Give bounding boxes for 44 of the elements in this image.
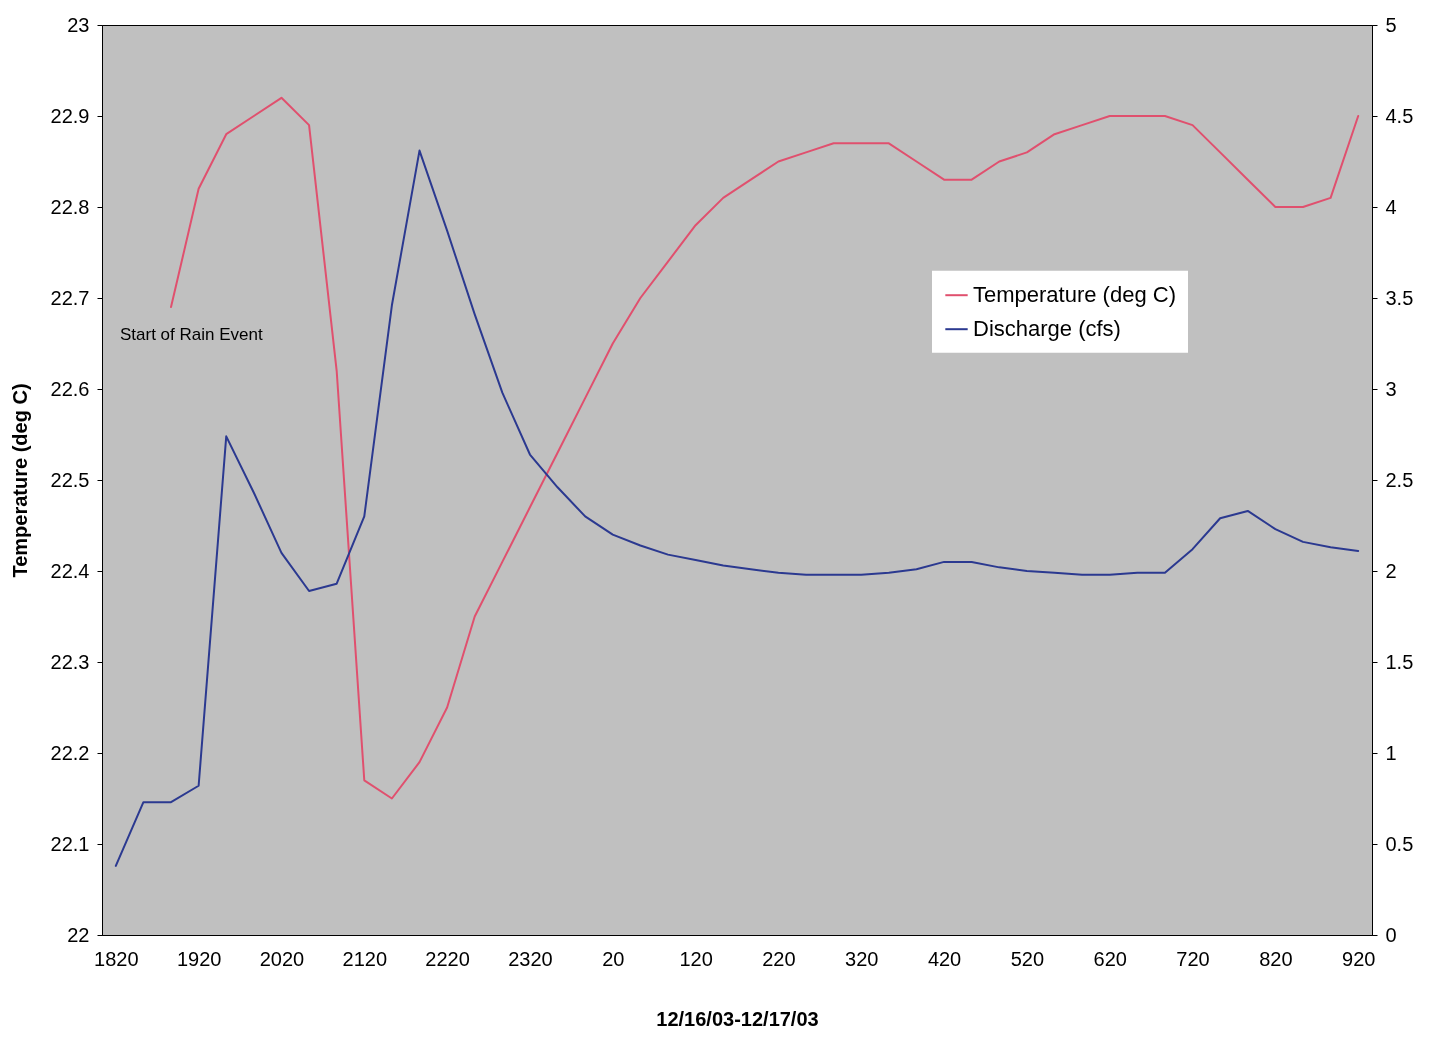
y-tick-label: 22.8 [50, 195, 90, 218]
x-tick-label: 720 [1176, 947, 1210, 970]
legend-label: Discharge (cfs) [973, 316, 1121, 342]
y-tick-label: 23 [67, 13, 90, 36]
line-series [114, 149, 1360, 867]
y-tick-label: 22.4 [50, 559, 90, 582]
x-tick-label: 220 [762, 947, 796, 970]
x-tick-label: 2020 [259, 947, 305, 970]
y2-tick-label: 0.5 [1385, 832, 1414, 855]
y2-tick-label: 4 [1385, 195, 1397, 218]
y-tick-label: 22.7 [50, 286, 90, 309]
y-tick-label: 22 [67, 923, 90, 946]
y-tick-label: 22.2 [50, 741, 90, 764]
y2-tick-label: 2.5 [1385, 468, 1414, 491]
y-tick-label: 22.5 [50, 468, 90, 491]
y-axis-title: Temperature (deg C) [8, 383, 31, 578]
y2-tick-label: 4.5 [1385, 104, 1414, 127]
x-tick-label: 320 [845, 947, 879, 970]
x-tick-label: 2220 [425, 947, 470, 970]
legend-label: Temperature (deg C) [973, 282, 1176, 308]
y2-tick-label: 0 [1385, 923, 1397, 946]
y-tick-label: 22.9 [50, 104, 90, 127]
x-tick-label: 920 [1342, 947, 1376, 970]
y2-tick-label: 5 [1385, 13, 1397, 36]
x-tick-label: 1820 [94, 947, 139, 970]
annotation: Start of Rain Event [120, 325, 263, 344]
x-tick-label: 1920 [176, 947, 222, 970]
x-tick-label: 420 [927, 947, 962, 970]
y-tick-label: 22.3 [50, 650, 90, 673]
y2-tick-label: 1 [1385, 741, 1397, 764]
x-tick-label: 2120 [342, 947, 388, 970]
y2-tick-label: 2 [1385, 559, 1397, 582]
x-tick-label: 20 [602, 947, 625, 970]
y2-tick-label: 1.5 [1385, 650, 1414, 673]
y-tick-label: 22.1 [50, 832, 90, 855]
x-axis-title: 12/16/03-12/17/03 [656, 1007, 819, 1030]
y-tick-label: 22.6 [50, 377, 90, 400]
x-tick-label: 620 [1093, 947, 1127, 970]
x-tick-label: 520 [1010, 947, 1045, 970]
x-tick-label: 120 [679, 947, 713, 970]
x-tick-label: 820 [1259, 947, 1293, 970]
y2-tick-label: 3.5 [1385, 286, 1414, 309]
y2-tick-label: 3 [1385, 377, 1397, 400]
x-tick-label: 2320 [508, 947, 553, 970]
